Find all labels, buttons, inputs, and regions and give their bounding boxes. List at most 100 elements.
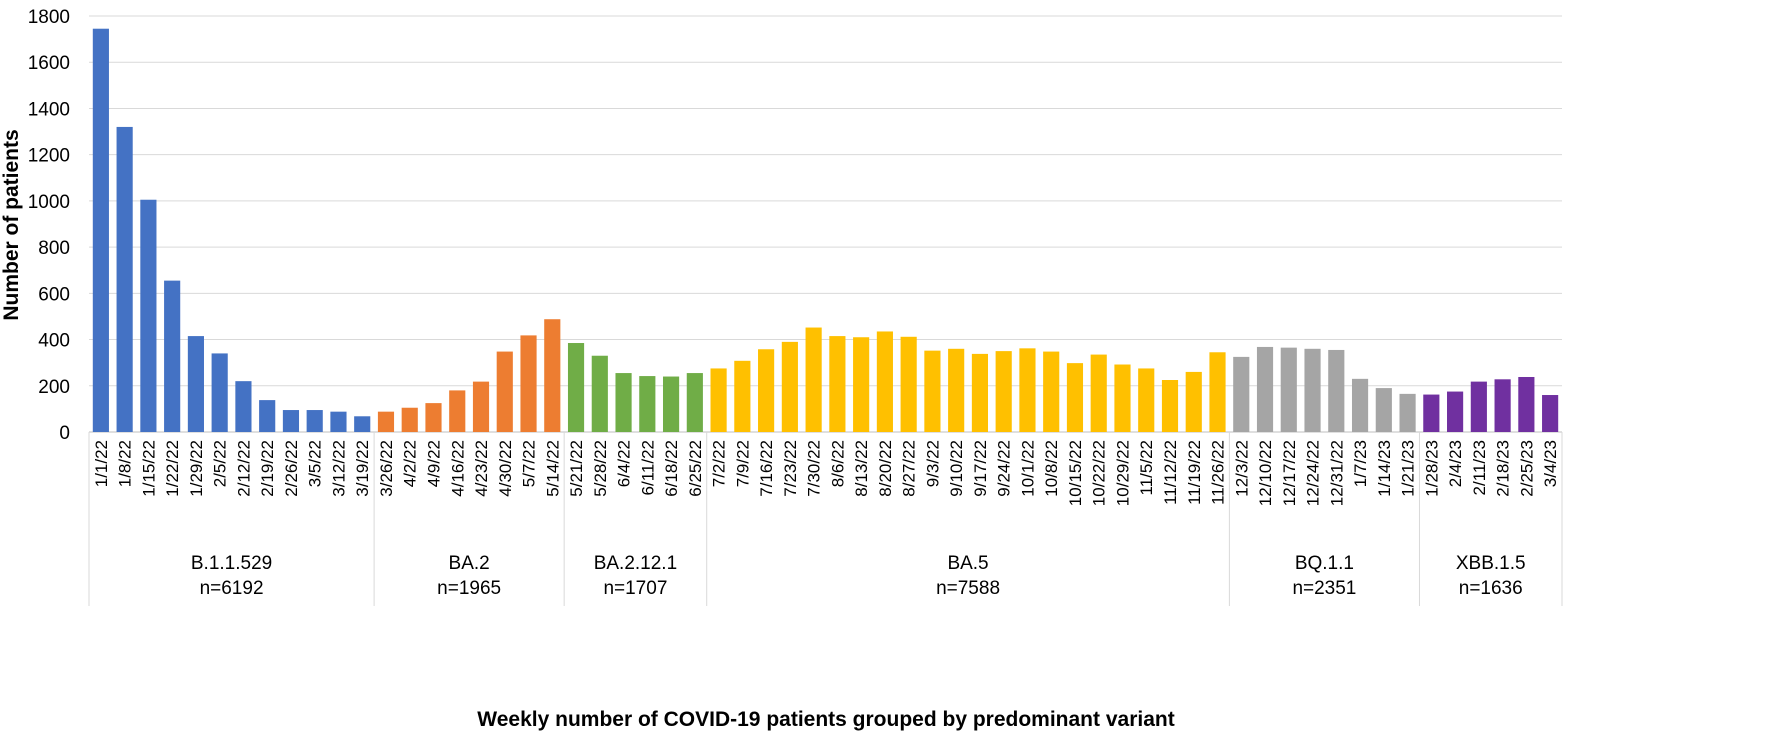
y-tick-label: 1200 (28, 146, 70, 167)
bar (567, 343, 585, 432)
x-tick-label: 1/22/22 (163, 440, 182, 497)
x-tick-label: 7/30/22 (805, 440, 824, 497)
x-tick-label: 3/4/23 (1541, 440, 1560, 487)
x-tick-label: 4/23/22 (472, 440, 491, 497)
group-n-label: n=6192 (200, 578, 264, 599)
y-tick-label: 400 (38, 331, 70, 352)
bar (496, 351, 513, 432)
x-tick-label: 9/17/22 (971, 440, 990, 497)
bar (472, 381, 490, 432)
x-tick-label: 1/28/23 (1422, 440, 1441, 497)
x-tick-label: 12/17/22 (1280, 440, 1299, 506)
x-tick-label: 6/25/22 (686, 440, 705, 497)
bar (425, 403, 442, 432)
bar (544, 319, 561, 432)
bar (1043, 351, 1060, 432)
bar (1494, 379, 1511, 432)
x-tick-label: 3/26/22 (377, 440, 396, 497)
x-tick-label: 8/20/22 (876, 440, 895, 497)
bar (1233, 356, 1250, 432)
bar (734, 360, 751, 432)
group-n-label: n=1636 (1459, 578, 1523, 599)
x-tick-label: 7/23/22 (781, 440, 800, 497)
x-tick-label: 4/2/22 (401, 440, 420, 487)
bar (1423, 394, 1440, 432)
bar (971, 353, 989, 432)
x-tick-label: 5/14/22 (543, 440, 562, 497)
x-tick-label: 1/14/23 (1375, 440, 1394, 497)
x-tick-label: 8/6/22 (828, 440, 847, 487)
bar (92, 28, 109, 432)
bar (948, 348, 965, 432)
x-tick-label: 4/30/22 (496, 440, 515, 497)
x-tick-label: 12/3/22 (1232, 440, 1251, 497)
bar (639, 376, 656, 432)
bar (995, 351, 1012, 432)
gridlines (89, 15, 1562, 433)
bar (1138, 368, 1155, 432)
group-name: XBB.1.5 (1456, 553, 1526, 574)
bar (1351, 378, 1369, 432)
x-tick-label: 11/12/22 (1161, 440, 1180, 505)
bar (449, 390, 466, 432)
x-tick-label: 6/18/22 (662, 440, 681, 497)
group-name: B.1.1.529 (191, 553, 272, 574)
bar (924, 350, 941, 432)
group-name: BA.5 (947, 553, 988, 574)
x-tick-label: 9/3/22 (923, 440, 942, 487)
x-tick-label: 8/27/22 (900, 440, 919, 497)
bar (401, 407, 418, 432)
x-tick-label: 2/4/23 (1446, 440, 1465, 487)
y-tick-label: 1400 (28, 99, 70, 120)
bar (1518, 376, 1535, 432)
group-n-label: n=7588 (936, 578, 1000, 599)
x-tick-label: 2/11/23 (1470, 440, 1489, 495)
bar (1209, 352, 1226, 432)
bar (1090, 354, 1107, 432)
bar (116, 126, 133, 432)
x-tick-label: 3/5/22 (306, 440, 325, 487)
x-tick-label: 10/15/22 (1066, 440, 1085, 506)
x-tick-label: 12/24/22 (1304, 440, 1323, 506)
y-tick-label: 800 (38, 238, 70, 259)
x-tick-label: 6/11/22 (638, 440, 657, 495)
x-tick-label: 8/13/22 (852, 440, 871, 497)
x-axis: 1/1/22 1/8/22 1/15/22 1/22/22 1/29/22 2/5/22 2… (88, 432, 1563, 606)
y-tick-label: 1800 (28, 7, 70, 28)
x-tick-label: 11/26/22 (1209, 440, 1228, 505)
x-tick-label: 10/8/22 (1042, 440, 1061, 497)
bar (282, 410, 300, 432)
x-tick-label: 7/2/22 (710, 440, 729, 487)
x-tick-label: 4/16/22 (448, 440, 467, 497)
x-tick-label: 10/1/22 (1018, 440, 1037, 497)
bar (1542, 395, 1559, 432)
bar (758, 349, 775, 432)
x-tick-label: 5/28/22 (591, 440, 610, 497)
bar (1161, 380, 1179, 432)
x-tick-label: 2/26/22 (282, 440, 301, 497)
bar (187, 336, 204, 432)
bar (520, 335, 537, 432)
x-tick-label: 2/12/22 (234, 440, 253, 497)
bar (1185, 371, 1202, 432)
bar (1399, 393, 1416, 432)
group-n-label: n=1707 (603, 578, 667, 599)
group-name: BA.2.12.1 (594, 553, 677, 574)
x-tick-label: 4/9/22 (424, 440, 443, 487)
y-tick-label: 0 (59, 423, 70, 444)
bar (781, 341, 798, 432)
bar (829, 336, 846, 432)
x-tick-label: 1/8/22 (116, 440, 135, 487)
x-tick-label: 1/15/22 (139, 440, 158, 497)
x-tick-label: 5/21/22 (567, 440, 586, 497)
bar (259, 400, 276, 432)
x-tick-label: 2/25/23 (1517, 440, 1536, 497)
y-axis-label: Number of patients (0, 129, 23, 320)
bar (710, 368, 727, 432)
bar (306, 410, 323, 432)
x-tick-label: 11/5/22 (1137, 440, 1156, 495)
x-tick-label: 10/29/22 (1113, 440, 1132, 506)
bar (140, 199, 157, 432)
x-tick-label: 2/5/22 (211, 440, 230, 487)
bar (1114, 364, 1131, 432)
